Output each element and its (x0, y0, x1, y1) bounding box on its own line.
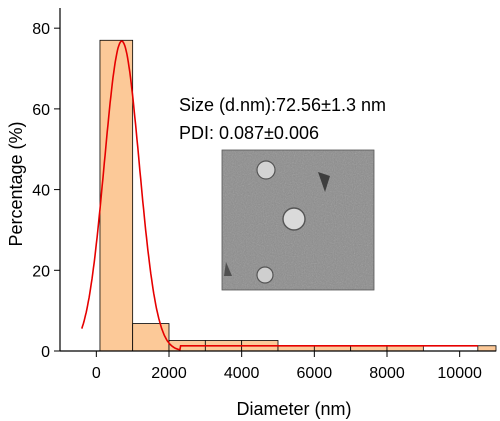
tem-particle (256, 266, 274, 284)
tem-dark-particle (224, 262, 232, 276)
y-axis-title: Percentage (%) (6, 121, 26, 246)
x-tick-label: 6000 (297, 365, 333, 382)
x-ticks: 0 2000 4000 6000 8000 10000 (92, 351, 482, 382)
size-annotation: Size (d.nm):72.56±1.3 nm (179, 95, 386, 115)
histogram-bar (477, 345, 497, 352)
histogram-bar (132, 323, 170, 352)
tem-inset-border (221, 149, 375, 291)
tem-dark-particle (318, 172, 330, 192)
histogram-bar (99, 39, 134, 352)
x-tick-label: 0 (92, 365, 101, 382)
x-tick-label: 2000 (151, 365, 187, 382)
axes: 0 2000 4000 6000 8000 10000 0 20 40 60 80 (32, 8, 496, 382)
x-tick-label: 8000 (369, 365, 405, 382)
y-tick-label: 20 (32, 263, 50, 280)
gaussian-fit-line (81, 40, 478, 351)
y-tick-label: 0 (41, 344, 50, 361)
tem-particle (256, 160, 276, 180)
x-tick-label: 4000 (224, 365, 260, 382)
pdi-annotation: PDI: 0.087±0.006 (179, 123, 319, 143)
y-tick-label: 80 (32, 21, 50, 38)
tem-inset-image (221, 149, 375, 291)
x-axis-title: Diameter (nm) (236, 399, 351, 419)
x-tick-label: 10000 (437, 365, 482, 382)
y-tick-label: 40 (32, 183, 50, 200)
y-ticks: 0 20 40 60 80 (32, 21, 60, 361)
y-tick-label: 60 (32, 102, 50, 119)
tem-particle (282, 207, 306, 231)
